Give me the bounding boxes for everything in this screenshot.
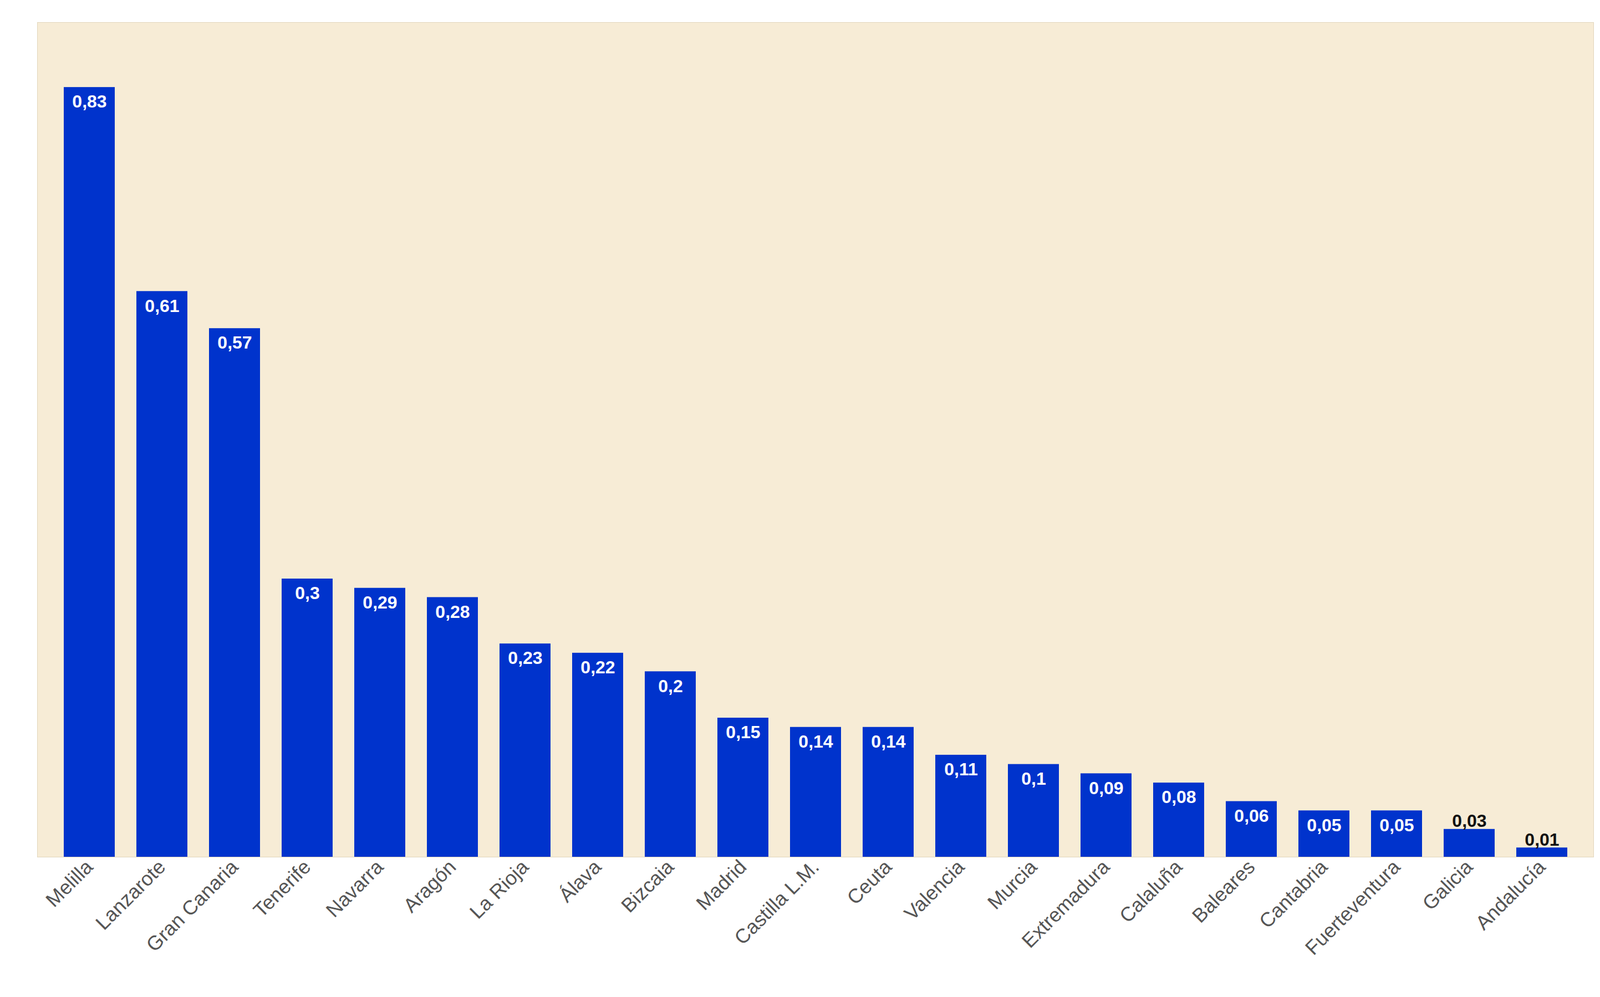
- svg-text:0,06: 0,06: [1234, 806, 1269, 827]
- svg-text:0,57: 0,57: [217, 332, 252, 353]
- svg-text:0,14: 0,14: [870, 731, 906, 752]
- svg-text:Fuerteventura: Fuerteventura: [1300, 855, 1405, 960]
- svg-text:0,28: 0,28: [435, 602, 470, 623]
- svg-text:0,29: 0,29: [362, 592, 397, 613]
- svg-text:Extremadura: Extremadura: [1017, 855, 1115, 953]
- svg-text:0,01: 0,01: [1524, 829, 1559, 850]
- svg-text:Madrid: Madrid: [691, 855, 751, 915]
- svg-text:Ceuta: Ceuta: [842, 855, 897, 910]
- svg-text:Castilla L.M.: Castilla L.M.: [729, 855, 824, 950]
- svg-text:0,08: 0,08: [1161, 787, 1196, 808]
- svg-text:0,15: 0,15: [725, 722, 761, 743]
- svg-text:Álava: Álava: [554, 855, 606, 907]
- svg-text:Tenerife: Tenerife: [248, 855, 316, 922]
- svg-text:La Rioja: La Rioja: [465, 855, 534, 924]
- svg-text:Murcia: Murcia: [982, 855, 1042, 915]
- svg-text:0,22: 0,22: [580, 657, 615, 678]
- svg-text:0,05: 0,05: [1306, 815, 1342, 836]
- svg-text:0,61: 0,61: [144, 295, 180, 316]
- svg-text:Bizcaia: Bizcaia: [616, 855, 679, 918]
- svg-text:0,2: 0,2: [658, 676, 683, 697]
- svg-text:Andalucía: Andalucía: [1470, 855, 1551, 935]
- svg-text:0,1: 0,1: [1021, 768, 1046, 789]
- svg-text:Aragón: Aragón: [398, 855, 461, 917]
- svg-text:Navarra: Navarra: [321, 855, 389, 922]
- svg-text:Cantabria: Cantabria: [1254, 855, 1333, 934]
- svg-text:Valencia: Valencia: [899, 855, 970, 925]
- svg-text:0,14: 0,14: [798, 731, 833, 752]
- svg-text:Lanzarote: Lanzarote: [90, 855, 170, 935]
- svg-text:0,09: 0,09: [1088, 778, 1124, 799]
- svg-text:Galicia: Galicia: [1417, 855, 1477, 915]
- svg-text:0,83: 0,83: [72, 91, 107, 112]
- svg-text:0,23: 0,23: [507, 648, 543, 669]
- svg-text:0,03: 0,03: [1451, 811, 1487, 832]
- svg-text:0,05: 0,05: [1379, 815, 1414, 836]
- svg-text:Baleares: Baleares: [1187, 855, 1260, 927]
- svg-text:Gran Canaria: Gran Canaria: [141, 855, 243, 957]
- svg-text:Melilla: Melilla: [41, 855, 98, 912]
- svg-text:0,11: 0,11: [944, 759, 978, 780]
- svg-text:0,3: 0,3: [294, 583, 320, 604]
- svg-text:Calaluña: Calaluña: [1114, 855, 1187, 928]
